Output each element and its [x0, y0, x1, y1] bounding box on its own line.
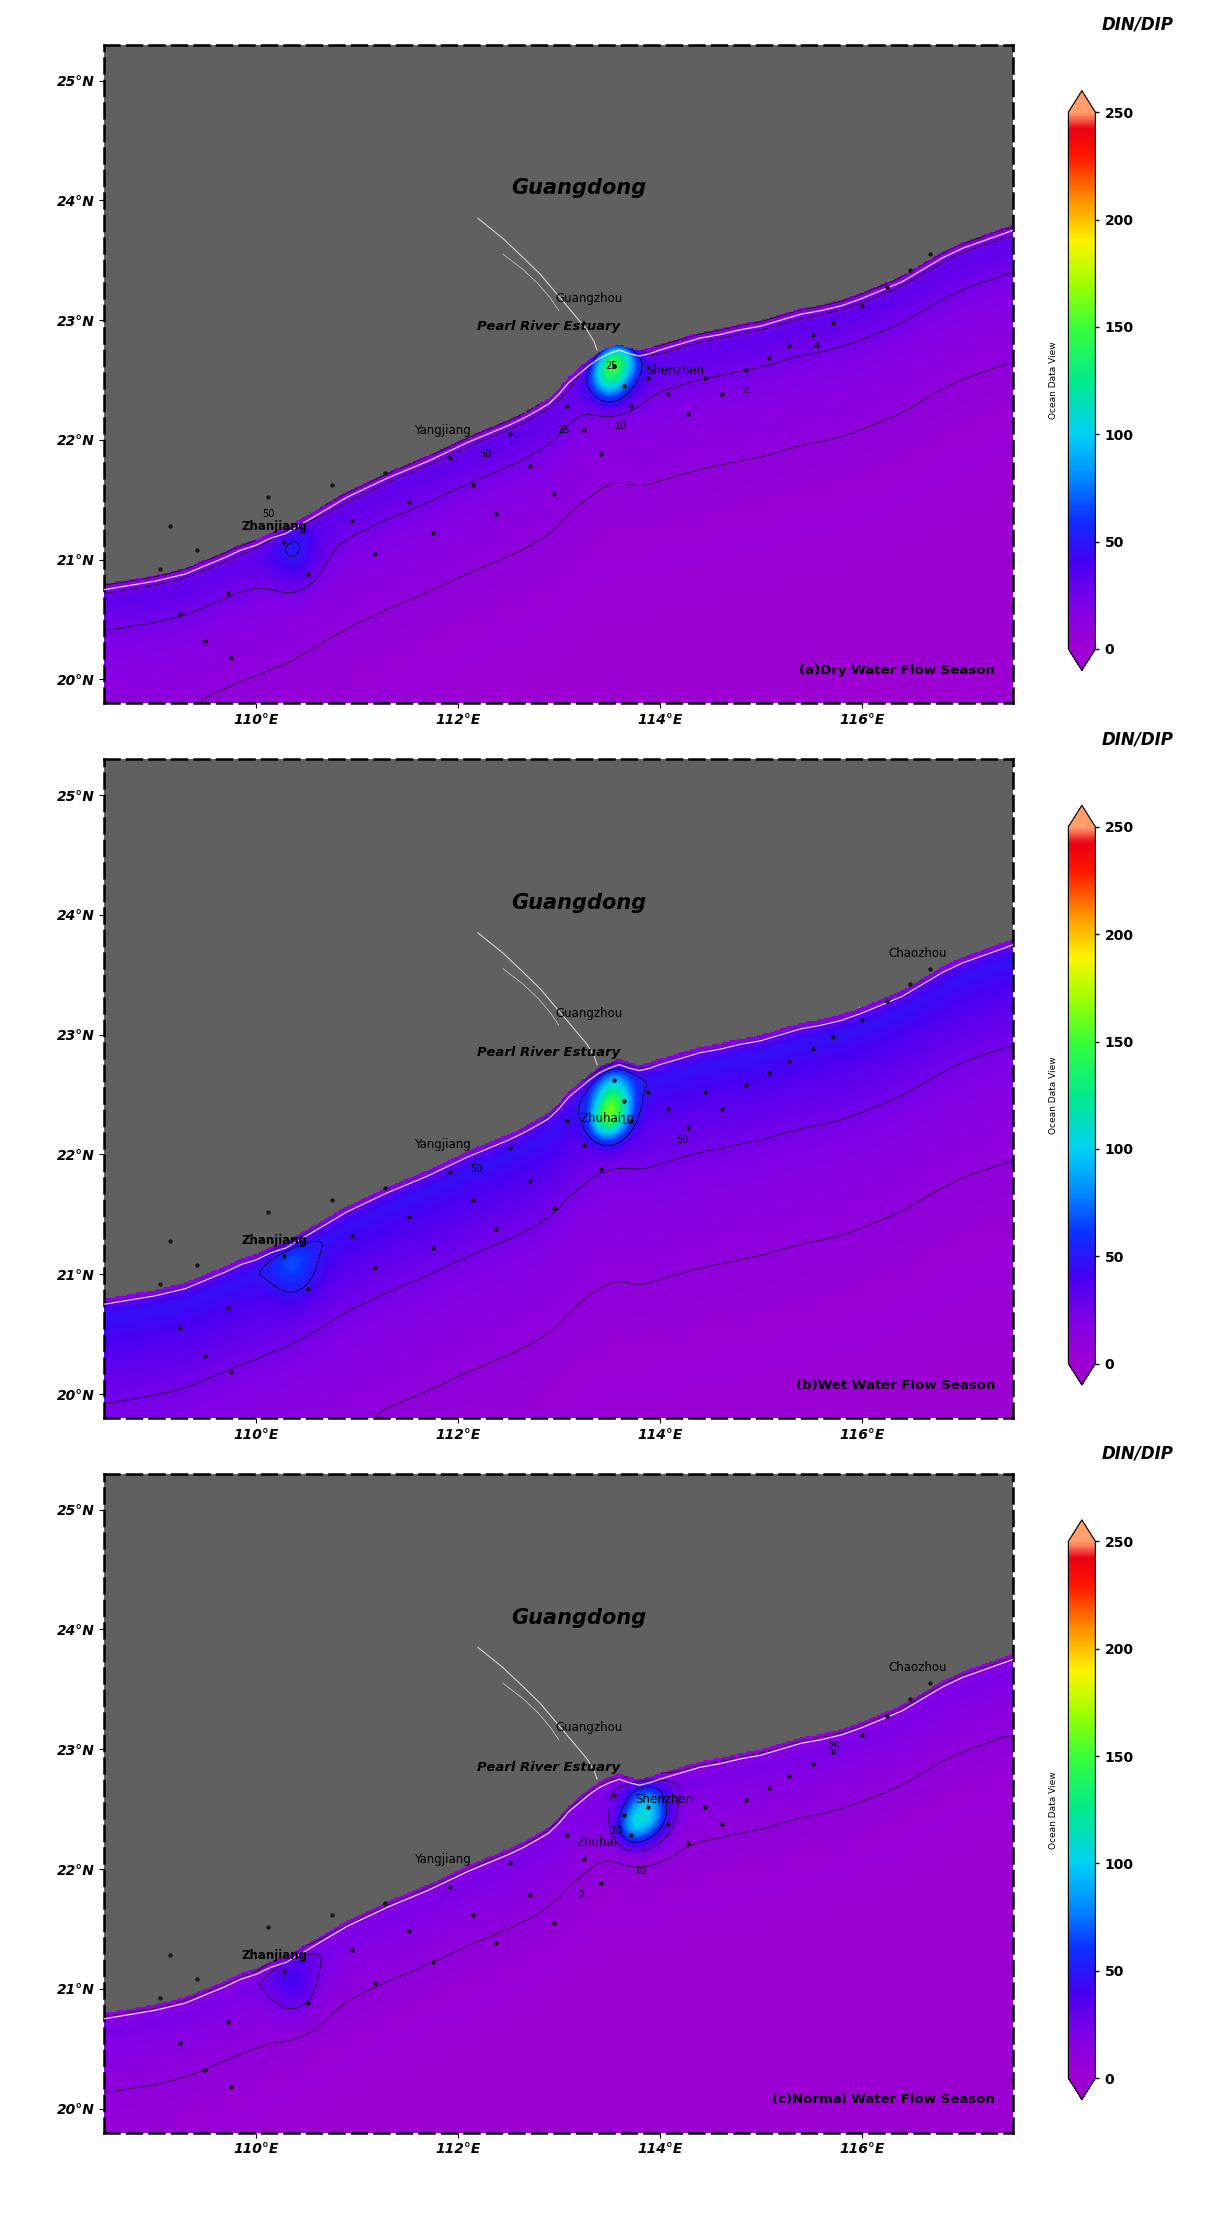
Text: Guangdong: Guangdong [511, 1608, 647, 1628]
Text: Guangzhou: Guangzhou [555, 1007, 623, 1020]
PathPatch shape [1068, 806, 1095, 826]
PathPatch shape [1068, 2079, 1095, 2099]
Text: 10: 10 [635, 1867, 647, 1876]
Text: (a)Dry Water Flow Season: (a)Dry Water Flow Season [799, 663, 995, 677]
Text: Yangjiang: Yangjiang [414, 1139, 472, 1152]
Text: Ocean Data View: Ocean Data View [1049, 1771, 1059, 1849]
Text: 50: 50 [675, 1134, 688, 1146]
Text: 25: 25 [828, 1742, 840, 1753]
Text: 25: 25 [605, 362, 618, 371]
Text: 50: 50 [479, 449, 491, 460]
Text: 2: 2 [578, 1891, 585, 1900]
Text: 50: 50 [262, 509, 274, 518]
Text: Chaozhou: Chaozhou [888, 947, 947, 960]
Text: Ocean Data View: Ocean Data View [1049, 1056, 1059, 1134]
Text: Zhanjiang: Zhanjiang [241, 520, 307, 534]
Text: 4: 4 [813, 342, 819, 351]
Text: (c)Normal Water Flow Season: (c)Normal Water Flow Season [772, 2092, 995, 2106]
Text: Pearl River Estuary: Pearl River Estuary [476, 1045, 620, 1058]
Text: 10: 10 [620, 1114, 635, 1128]
PathPatch shape [1068, 650, 1095, 670]
Text: Yangjiang: Yangjiang [414, 1853, 472, 1867]
Text: Ocean Data View: Ocean Data View [1049, 342, 1059, 420]
PathPatch shape [1068, 1521, 1095, 1541]
Text: Guangdong: Guangdong [511, 179, 647, 199]
PathPatch shape [1068, 1364, 1095, 1384]
Text: Zhanjiang: Zhanjiang [241, 1949, 307, 1963]
Text: 25: 25 [558, 424, 570, 435]
Text: Zhuhai: Zhuhai [581, 1112, 621, 1125]
Text: Pearl River Estuary: Pearl River Estuary [476, 1760, 620, 1773]
Text: 10: 10 [615, 420, 628, 431]
Text: Guangzhou: Guangzhou [555, 293, 623, 306]
Text: 10: 10 [612, 1827, 624, 1836]
Text: Yangjiang: Yangjiang [414, 424, 472, 438]
Text: (b)Wet Water Flow Season: (b)Wet Water Flow Season [796, 1378, 995, 1391]
Text: DIN/DIP: DIN/DIP [1102, 16, 1173, 33]
Text: Guangdong: Guangdong [511, 893, 647, 913]
Text: 2: 2 [743, 384, 749, 395]
PathPatch shape [1068, 92, 1095, 112]
Text: Chaozhou: Chaozhou [888, 1661, 947, 1675]
Text: Zhuhai: Zhuhai [576, 1836, 618, 1849]
Text: Shenzhen: Shenzhen [636, 1793, 694, 1806]
Text: DIN/DIP: DIN/DIP [1102, 730, 1173, 748]
Text: Shenzhen: Shenzhen [646, 364, 704, 377]
Text: Guangzhou: Guangzhou [555, 1722, 623, 1735]
Text: 50: 50 [470, 1163, 483, 1175]
Text: Zhanjiang: Zhanjiang [241, 1235, 307, 1248]
Text: Pearl River Estuary: Pearl River Estuary [476, 319, 620, 333]
Text: DIN/DIP: DIN/DIP [1102, 1445, 1173, 1463]
